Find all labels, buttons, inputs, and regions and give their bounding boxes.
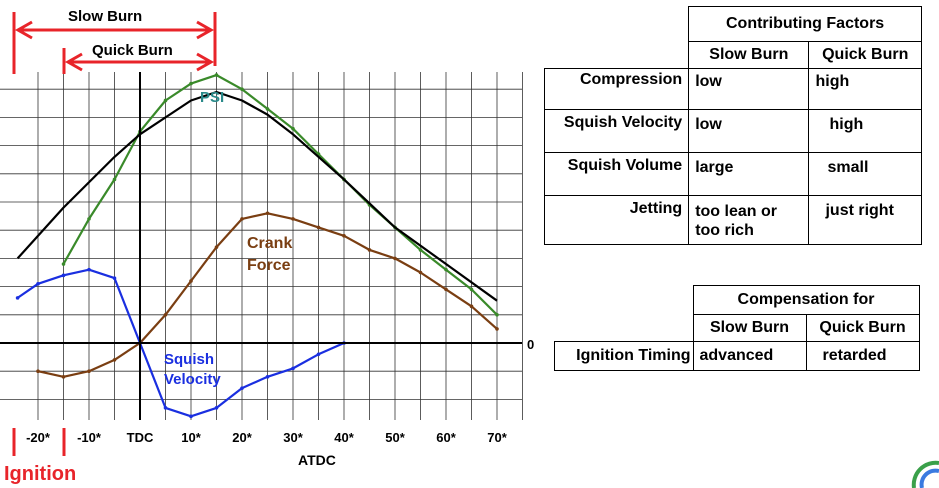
series-point-3 xyxy=(495,327,499,331)
compensation-col-slow: Slow Burn xyxy=(692,314,807,342)
series-point-3 xyxy=(418,270,423,275)
series-point-1 xyxy=(87,217,91,221)
curves xyxy=(15,73,499,419)
series-point-3 xyxy=(163,313,168,317)
series-point-3 xyxy=(342,234,346,238)
series-point-3 xyxy=(189,279,193,283)
compression-slow: low xyxy=(688,68,810,110)
series-point-4 xyxy=(265,375,270,379)
compensation-table: Compensation for Slow Burn Quick Burn Ig… xyxy=(554,285,920,371)
series-point-1 xyxy=(469,287,474,292)
squish-volume-slow: large xyxy=(688,152,810,196)
x-tick-label: -10* xyxy=(77,430,102,445)
zero-label: 0 xyxy=(527,337,534,352)
x-tick-label: 70* xyxy=(487,430,507,445)
x-tick-label: 50* xyxy=(385,430,405,445)
series-point-4 xyxy=(112,276,117,280)
series-point-3 xyxy=(87,369,91,374)
jetting-quick: just right xyxy=(808,195,922,245)
slow-burn-arrowhead-left xyxy=(14,20,33,40)
series-point-3 xyxy=(393,256,397,261)
x-tick-label: 40* xyxy=(334,430,354,445)
factors-col-slow: Slow Burn xyxy=(688,41,810,69)
crank-force-label-line2: Force xyxy=(247,257,291,274)
squish-velocity-label-line1: Squish xyxy=(164,351,214,368)
slow-burn-label: Slow Burn xyxy=(68,8,142,25)
series-point-1 xyxy=(240,87,244,91)
series-point-1 xyxy=(495,313,499,317)
x-tick-label: TDC xyxy=(127,430,154,445)
crank-force-label-line1: Crank xyxy=(247,235,292,252)
factors-table-title: Contributing Factors xyxy=(688,6,922,42)
slow-burn-arrowhead-right xyxy=(196,20,215,40)
ignition-timing-quick: retarded xyxy=(805,341,920,371)
series-point-4 xyxy=(240,386,244,390)
squish-velocity-quick: high xyxy=(808,109,922,153)
series-point-3 xyxy=(367,248,372,252)
quick-burn-arrowhead-left xyxy=(64,52,83,72)
x-tick-label: 30* xyxy=(283,430,303,445)
series-point-4 xyxy=(189,414,193,419)
series-point-1 xyxy=(418,248,423,252)
series-point-3 xyxy=(240,217,244,221)
row-label-squish-velocity: Squish Velocity xyxy=(543,109,690,153)
series-point-4 xyxy=(291,366,295,371)
row-label-jetting: Jetting xyxy=(543,195,690,245)
series-point-3 xyxy=(469,304,474,309)
corner-logo xyxy=(911,460,939,488)
series-point-4 xyxy=(87,267,91,272)
row-label-compression: Compression xyxy=(543,68,690,110)
series-point-3 xyxy=(291,217,295,221)
squish-velocity-label-line2: Velocity xyxy=(164,371,221,388)
series-point-4 xyxy=(214,406,219,410)
quick-burn-arrowhead-right xyxy=(196,52,215,72)
x-tick-label: -20* xyxy=(26,430,51,445)
series-point-4 xyxy=(316,352,321,357)
series-point-4 xyxy=(15,296,20,300)
contributing-factors-table: Contributing Factors Slow Burn Quick Bur… xyxy=(543,6,922,245)
series-point-3 xyxy=(214,245,219,249)
series-point-4 xyxy=(36,281,40,286)
series-line-4 xyxy=(16,268,345,418)
x-tick-label: 10* xyxy=(181,430,201,445)
ignition-label: Ignition xyxy=(4,463,76,485)
compensation-col-quick: Quick Burn xyxy=(805,314,920,342)
x-tick-labels: -20* -10* TDC 10* 20* 30* 40* 50* 60* 70* xyxy=(26,430,508,445)
series-point-1 xyxy=(291,126,295,131)
series-point-3 xyxy=(444,287,448,292)
compression-quick: high xyxy=(808,68,922,110)
series-point-3 xyxy=(112,358,117,362)
quick-burn-label: Quick Burn xyxy=(92,42,173,59)
compensation-table-title: Compensation for xyxy=(692,285,920,315)
series-point-3 xyxy=(316,225,321,230)
series-point-3 xyxy=(36,369,40,374)
series-point-4 xyxy=(163,406,168,410)
ignition-timing-slow: advanced xyxy=(692,341,807,371)
series-point-1 xyxy=(444,267,448,272)
series-point-4 xyxy=(61,273,66,278)
x-tick-label: 60* xyxy=(436,430,456,445)
series-point-1 xyxy=(112,177,117,182)
squish-velocity-slow: low xyxy=(688,109,810,153)
series-point-3 xyxy=(61,375,66,379)
series-point-1 xyxy=(214,73,219,77)
jetting-slow: too lean or too rich xyxy=(688,195,810,245)
series-point-1 xyxy=(61,262,66,266)
series-line-2 xyxy=(16,90,498,302)
x-axis-label: ATDC xyxy=(298,452,336,468)
squish-volume-quick: small xyxy=(808,152,922,196)
series-point-3 xyxy=(265,211,270,216)
row-label-squish-volume: Squish Volume xyxy=(543,152,690,196)
series-point-1 xyxy=(163,98,168,103)
x-tick-label: 20* xyxy=(232,430,252,445)
series-point-1 xyxy=(265,107,270,111)
factors-col-quick: Quick Burn xyxy=(808,41,922,69)
series-point-1 xyxy=(189,81,193,86)
psi-label: PSI xyxy=(200,89,224,106)
row-label-ignition-timing: Ignition Timing xyxy=(554,341,694,371)
